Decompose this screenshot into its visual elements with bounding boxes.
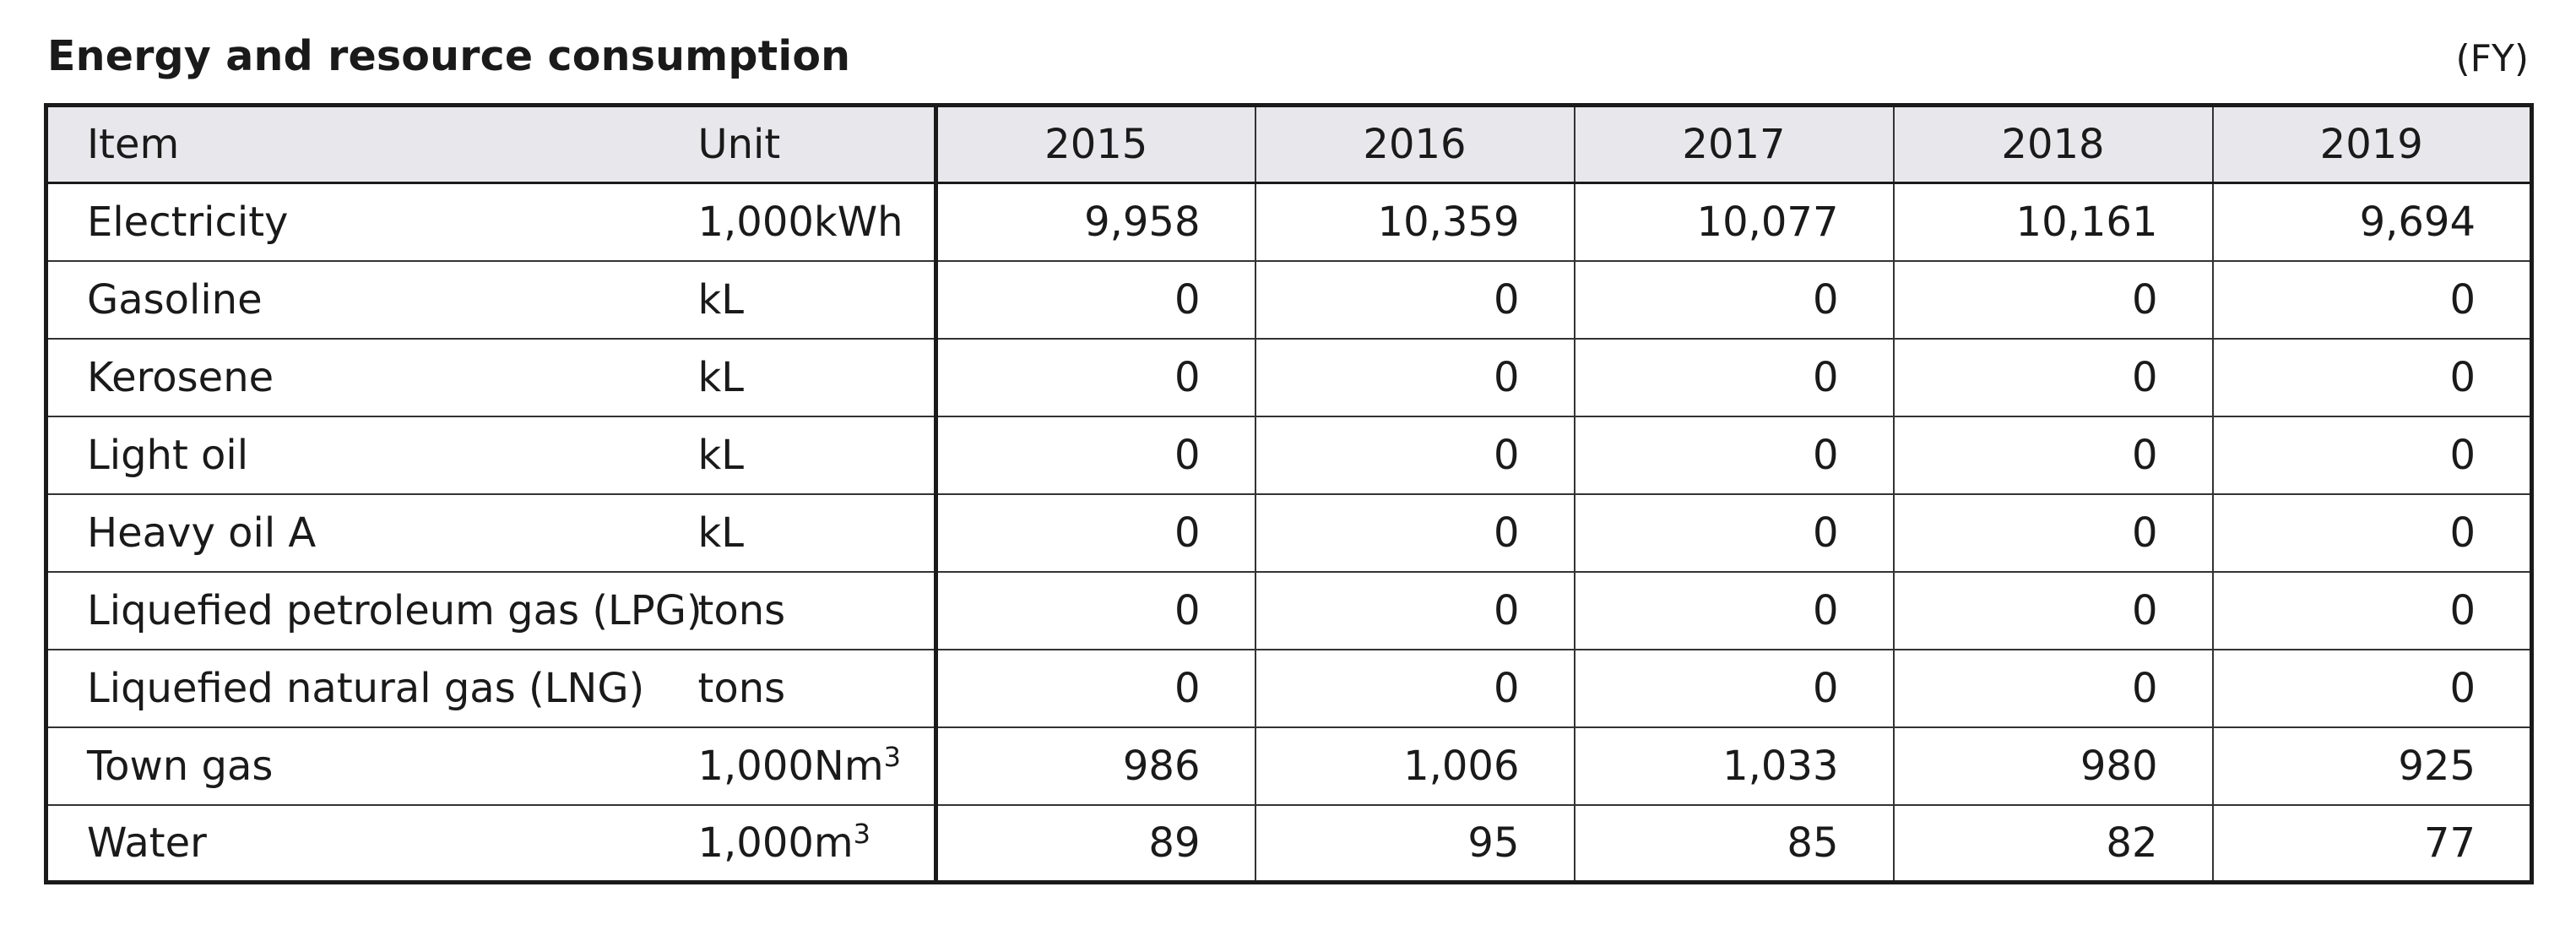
value-cell-2015: 0 <box>934 649 1255 728</box>
table-row: Water 1,000m3 89 95 85 82 77 <box>46 804 2532 883</box>
value-cell-2017: 0 <box>1573 571 1894 650</box>
table-row: Gasoline kL 0 0 0 0 0 <box>46 260 2532 340</box>
value-cell-2017: 0 <box>1573 260 1894 340</box>
value-cell-2015: 0 <box>934 338 1255 417</box>
unit-text: 1,000m <box>697 819 854 867</box>
value-cell-2018: 0 <box>1892 493 2213 573</box>
value-cell-2016: 0 <box>1254 260 1575 340</box>
table-row: Light oil kL 0 0 0 0 0 <box>46 416 2532 495</box>
value-cell-2018: 0 <box>1892 416 2213 495</box>
value-cell-2016: 1,006 <box>1254 726 1575 806</box>
value-cell-2016: 0 <box>1254 338 1575 417</box>
value-cell-2017: 1,033 <box>1573 726 1894 806</box>
unit-superscript: 3 <box>853 817 871 850</box>
value-cell-2019: 0 <box>2211 649 2532 728</box>
value-cell-2018: 10,161 <box>1892 182 2213 262</box>
row-item-cell: Electricity <box>46 182 698 262</box>
header-row: Item Unit 2015 2016 2017 2018 2019 <box>46 105 2532 184</box>
value-cell-2015: 0 <box>934 493 1255 573</box>
table-row: Town gas 1,000Nm3 986 1,006 1,033 980 925 <box>46 726 2532 806</box>
value-cell-2019: 0 <box>2211 260 2532 340</box>
value-cell-2018: 82 <box>1892 804 2213 883</box>
table-row: Kerosene kL 0 0 0 0 0 <box>46 338 2532 417</box>
value-cell-2016: 10,359 <box>1254 182 1575 262</box>
table-row: Liquefied natural gas (LNG) tons 0 0 0 0 0 <box>46 649 2532 728</box>
row-item-cell: Liquefied natural gas (LNG) <box>46 649 698 728</box>
value-cell-2019: 0 <box>2211 493 2532 573</box>
unit-superscript: 3 <box>883 740 901 773</box>
value-cell-2015: 0 <box>934 260 1255 340</box>
value-cell-2017: 85 <box>1573 804 1894 883</box>
unit-text: kL <box>697 275 745 324</box>
row-unit-cell: 1,000kWh <box>697 182 936 262</box>
value-cell-2018: 0 <box>1892 571 2213 650</box>
table-row: Liquefied petroleum gas (LPG) tons 0 0 0 0 0 <box>46 571 2532 650</box>
row-unit-cell: kL <box>697 416 936 495</box>
unit-text: kL <box>697 431 745 479</box>
value-cell-2017: 0 <box>1573 649 1894 728</box>
value-cell-2019: 77 <box>2211 804 2532 883</box>
row-unit-cell: kL <box>697 493 936 573</box>
table-body: Electricity 1,000kWh 9,958 10,359 10,077 10,1… <box>46 182 2532 883</box>
row-item-cell: Kerosene <box>46 338 698 417</box>
header-item: Item <box>46 105 698 184</box>
header-year-2015: 2015 <box>934 105 1255 184</box>
row-item-cell: Liquefied petroleum gas (LPG) <box>46 571 702 650</box>
value-cell-2017: 0 <box>1573 493 1894 573</box>
unit-text: kL <box>697 353 745 401</box>
row-unit-cell: 1,000m3 <box>698 805 936 883</box>
row-item-cell: Heavy oil A <box>46 493 698 573</box>
unit-text: tons <box>697 664 786 712</box>
value-cell-2015: 9,958 <box>934 182 1255 262</box>
value-cell-2016: 0 <box>1254 416 1575 495</box>
value-cell-2016: 95 <box>1254 804 1575 883</box>
row-item-cell: Water <box>87 819 207 867</box>
value-cell-2018: 0 <box>1892 338 2213 417</box>
value-cell-2015: 0 <box>934 416 1255 495</box>
unit-text: tons <box>697 586 786 634</box>
value-cell-2015: 0 <box>934 571 1255 650</box>
value-cell-2017: 0 <box>1573 338 1894 417</box>
row-unit-cell: tons <box>697 571 936 650</box>
value-cell-2019: 9,694 <box>2211 182 2532 262</box>
unit-text: kL <box>697 509 745 557</box>
row-unit-cell: kL <box>697 260 936 340</box>
row-unit-cell: tons <box>697 649 936 728</box>
value-cell-2019: 0 <box>2211 338 2532 417</box>
row-unit-cell: kL <box>697 338 936 417</box>
value-cell-2019: 0 <box>2211 571 2532 650</box>
value-cell-2016: 0 <box>1254 571 1575 650</box>
value-cell-2019: 0 <box>2211 416 2532 495</box>
header-year-2019: 2019 <box>2211 105 2532 184</box>
header-year-2017: 2017 <box>1573 105 1894 184</box>
header-unit: Unit <box>697 105 936 184</box>
consumption-table: Item Unit 2015 2016 2017 2018 2019 Elect… <box>44 103 2534 884</box>
value-cell-2015: 986 <box>934 726 1255 806</box>
value-cell-2018: 980 <box>1892 726 2213 806</box>
row-unit-cell: 1,000Nm3 <box>697 726 936 806</box>
value-cell-2019: 925 <box>2211 726 2532 806</box>
row-item-cell: Town gas <box>46 726 698 806</box>
unit-text: 1,000kWh <box>697 198 903 246</box>
header-year-2016: 2016 <box>1254 105 1575 184</box>
row-item-cell: Light oil <box>46 416 698 495</box>
row-item-cell: Gasoline <box>46 260 698 340</box>
table-row: Electricity 1,000kWh 9,958 10,359 10,077 10,1… <box>46 182 2532 262</box>
table-title: Energy and resource consumption <box>47 32 851 80</box>
fiscal-year-note: (FY) <box>2455 37 2529 80</box>
value-cell-2016: 0 <box>1254 649 1575 728</box>
value-cell-2017: 10,077 <box>1573 182 1894 262</box>
value-cell-2018: 0 <box>1892 649 2213 728</box>
value-cell-2017: 0 <box>1573 416 1894 495</box>
header-year-2018: 2018 <box>1892 105 2213 184</box>
value-cell-2016: 0 <box>1254 493 1575 573</box>
value-cell-2015: 89 <box>934 804 1255 883</box>
unit-text: 1,000Nm <box>697 742 884 790</box>
value-cell-2018: 0 <box>1892 260 2213 340</box>
